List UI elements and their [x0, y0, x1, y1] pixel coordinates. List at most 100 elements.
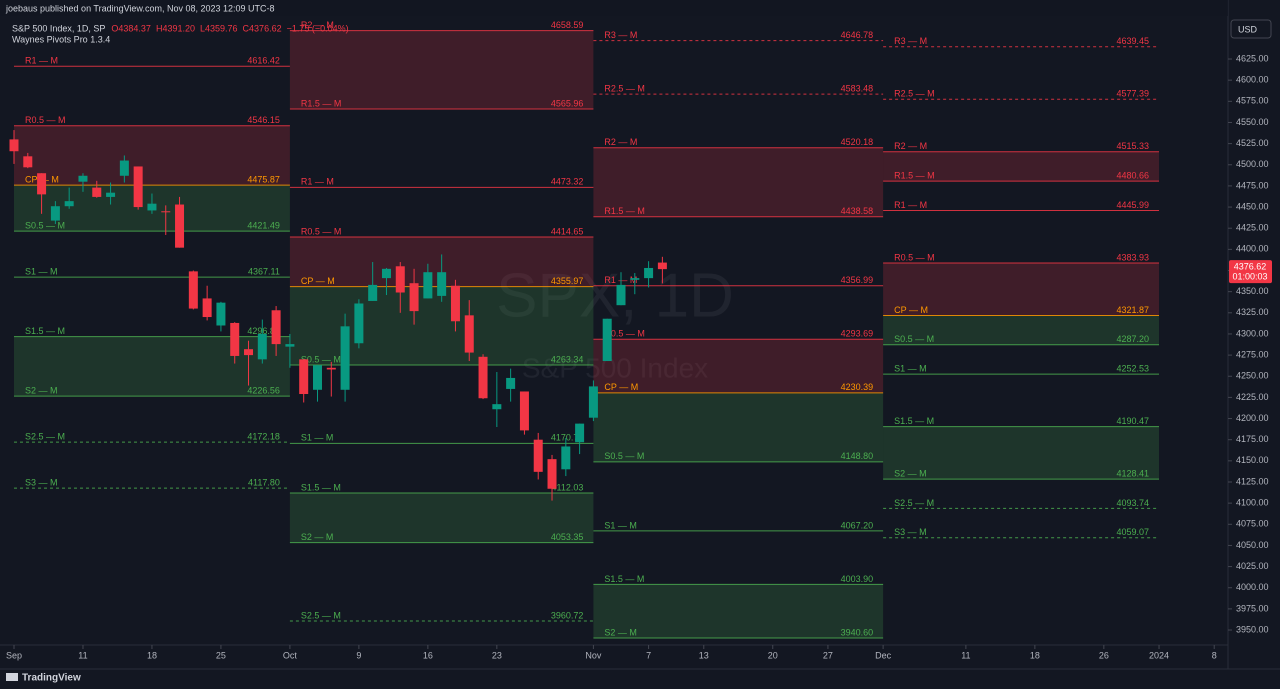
x-tick-label: 11 [78, 650, 87, 660]
pivot-value: 4546.15 [247, 115, 280, 125]
y-tick-label: 3950.00 [1236, 624, 1269, 634]
y-tick-label: 4550.00 [1236, 117, 1269, 127]
last-price-tag [1229, 260, 1272, 284]
y-tick-label: 4425.00 [1236, 223, 1269, 233]
currency[interactable]: USD [1238, 24, 1258, 34]
currency-button[interactable] [1230, 19, 1272, 39]
x-tick-label: 13 [699, 650, 709, 660]
ohlc-value: O4384.37 [111, 23, 151, 33]
candle-body [644, 267, 654, 279]
y-tick-label: 4325.00 [1236, 307, 1269, 317]
candle-body [657, 262, 667, 270]
y-tick-label: 4025.00 [1236, 561, 1269, 571]
pivot-zone [593, 339, 884, 393]
pivot-value: 4293.69 [841, 329, 874, 339]
candle-body [368, 284, 378, 301]
y-tick-label: 4500.00 [1236, 159, 1269, 169]
candle-body [437, 272, 447, 296]
pivot-value: 4170.71 [551, 433, 584, 443]
pivot-value: 4356.99 [841, 275, 874, 285]
pivot-name: S2 — M [894, 468, 927, 478]
watermark: SPX, 1D [496, 261, 734, 330]
pivot-value: 4128.41 [1116, 468, 1149, 478]
y-tick-label: 4150.00 [1236, 455, 1269, 465]
pivot-name: S1.5 — M [301, 482, 341, 492]
pivot-value: 4616.42 [247, 56, 280, 66]
pivot-zone [593, 392, 884, 462]
candle-body [106, 192, 116, 197]
pivot-name: R1.5 — M [301, 98, 342, 108]
pivot-value: 4367.11 [248, 267, 280, 277]
brand[interactable]: TradingView [22, 673, 81, 684]
symbol: S&P 500 Index, 1D, SP [12, 23, 105, 33]
x-tick-label: 8 [1212, 650, 1217, 660]
x-tick-label: 20 [768, 650, 778, 660]
pivot-value: 4296.84 [247, 326, 280, 336]
pivot-value: 4230.39 [841, 382, 874, 392]
pivot-name: S0.5 — M [301, 354, 341, 364]
pivot-value: 4475.87 [247, 175, 280, 185]
pivot-name: S2 — M [604, 627, 637, 637]
y-tick-label: 4075.00 [1236, 519, 1269, 529]
pivot-name: R1 — M [894, 200, 927, 210]
x-tick-label: 18 [147, 650, 157, 660]
pivot-name: R2.5 — M [894, 89, 935, 99]
pivot-name: R3 — M [894, 36, 927, 46]
ohlc-value: C4376.62 [243, 23, 282, 33]
pivot-value: 4445.99 [1116, 200, 1149, 210]
watermark-sub: S&P 500 Index [522, 352, 708, 383]
candle-body [533, 439, 543, 472]
y-tick-label: 4225.00 [1236, 392, 1269, 402]
candle-body [9, 139, 19, 152]
y-tick-label: 3975.00 [1236, 603, 1269, 613]
pivot-value: 4355.97 [551, 276, 584, 286]
y-tick-label: 4600.00 [1236, 75, 1269, 85]
pivot-name: S3 — M [25, 477, 58, 487]
pivot-name: R1.5 — M [604, 206, 645, 216]
y-tick-label: 4000.00 [1236, 582, 1269, 592]
pivot-name: S2.5 — M [25, 431, 65, 441]
pivot-zone [883, 262, 1160, 316]
pivot-name: R0.5 — M [301, 226, 342, 236]
pivot-zone [883, 426, 1160, 480]
pivot-value: 4263.34 [551, 354, 584, 364]
x-tick-label: 18 [1030, 650, 1040, 660]
pivot-name: R1 — M [25, 56, 58, 66]
candle-body [354, 303, 364, 344]
candle-body [50, 206, 60, 221]
candle-body [602, 318, 612, 362]
y-tick-label: 4125.00 [1236, 476, 1269, 486]
pivot-zone [593, 584, 884, 638]
candle-body [561, 446, 571, 470]
y-tick-label: 4475.00 [1236, 180, 1269, 190]
last-price: 4376.62 [1234, 262, 1267, 272]
pivot-value: 4565.96 [551, 98, 584, 108]
pivot-value: 4226.56 [247, 385, 280, 395]
candle-body [519, 391, 529, 431]
pivot-name: R0.5 — M [604, 329, 645, 339]
candle-body [64, 201, 74, 207]
pivot-value: 4148.80 [841, 451, 874, 461]
pivot-name: CP — M [301, 276, 335, 286]
pivot-name: R2 — M [894, 141, 927, 151]
candle-body [630, 278, 640, 280]
pivot-value: 4414.65 [551, 226, 584, 236]
header-bar [0, 0, 1228, 16]
candle-body [230, 322, 240, 356]
pivot-name: S1 — M [301, 433, 334, 443]
y-tick-label: 4275.00 [1236, 349, 1269, 359]
y-tick-label: 4525.00 [1236, 138, 1269, 148]
candle-body [257, 333, 267, 360]
x-tick-label: 25 [216, 650, 226, 660]
y-tick-label: 4575.00 [1236, 96, 1269, 106]
pivot-value: 4287.20 [1116, 334, 1149, 344]
pivot-zone [289, 492, 594, 543]
candle-body [312, 365, 322, 390]
pivot-value: 4583.48 [841, 84, 874, 94]
x-tick-label: 16 [423, 650, 433, 660]
pivot-value: 4321.87 [1116, 305, 1149, 315]
footer [0, 669, 1280, 689]
pivot-value: 4059.07 [1116, 527, 1149, 537]
candle-body [381, 268, 391, 279]
pivot-name: S2 — M [25, 385, 58, 395]
